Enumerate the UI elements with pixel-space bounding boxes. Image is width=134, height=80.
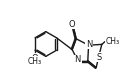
- Text: CH₃: CH₃: [28, 57, 42, 66]
- Text: O: O: [32, 54, 38, 63]
- Text: S: S: [97, 53, 102, 62]
- Text: O: O: [69, 20, 76, 28]
- Text: N: N: [75, 55, 81, 64]
- Text: CH₃: CH₃: [106, 37, 120, 46]
- Text: N: N: [86, 40, 92, 49]
